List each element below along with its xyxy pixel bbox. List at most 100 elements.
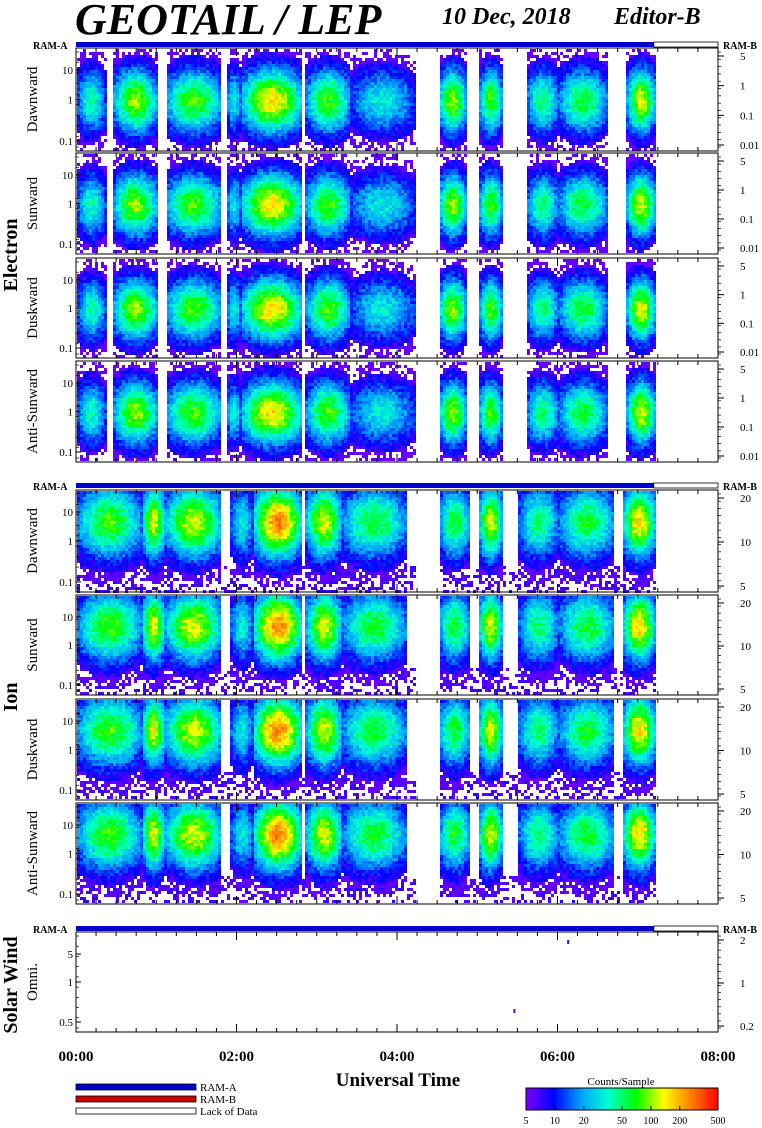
spectrogram-cell — [389, 100, 392, 103]
spectrogram-cell — [590, 130, 593, 133]
spectrogram-cell — [647, 100, 650, 103]
spectrogram-cell — [116, 67, 119, 70]
spectrogram-cell — [350, 88, 353, 91]
spectrogram-cell — [263, 100, 266, 103]
spectrogram-cell — [647, 130, 650, 133]
spectrogram-cell — [446, 55, 449, 58]
spectrogram-cell — [347, 115, 350, 118]
spectrogram-cell — [182, 112, 185, 115]
spectrogram-cell — [551, 88, 554, 91]
spectrogram-cell — [287, 124, 290, 127]
spectrogram-cell — [119, 64, 122, 67]
spectrogram-cell — [602, 130, 605, 133]
spectrogram-cell — [197, 106, 200, 109]
spectrogram-cell — [254, 115, 257, 118]
spectrogram-cell — [359, 88, 362, 91]
spectrogram-cell — [581, 136, 584, 139]
spectrogram-cell — [236, 52, 239, 55]
spectrogram-cell — [341, 73, 344, 76]
spectrogram-cell — [629, 124, 632, 127]
spectrogram-cell — [230, 52, 233, 55]
spectrogram-cell — [443, 79, 446, 82]
spectrogram-cell — [488, 121, 491, 124]
spectrogram-cell — [413, 109, 416, 112]
spectrogram-cell — [362, 61, 365, 64]
spectrogram-cell — [200, 73, 203, 76]
spectrogram-cell — [80, 82, 83, 85]
spectrogram-cell — [185, 139, 188, 142]
spectrogram-cell — [602, 97, 605, 100]
spectrogram-cell — [122, 94, 125, 97]
spectrogram-cell — [134, 103, 137, 106]
spectrogram-cell — [359, 145, 362, 148]
spectrogram-cell — [398, 79, 401, 82]
spectrogram-cell — [644, 124, 647, 127]
spectrogram-cell — [140, 145, 143, 148]
spectrogram-cell — [407, 133, 410, 136]
spectrogram-cell — [365, 88, 368, 91]
spectrogram-cell — [377, 130, 380, 133]
spectrogram-cell — [455, 145, 458, 148]
spectrogram-cell — [323, 88, 326, 91]
spectrogram-cell — [443, 88, 446, 91]
spectrogram-cell — [482, 67, 485, 70]
spectrogram-cell — [80, 97, 83, 100]
spectrogram-cell — [449, 127, 452, 130]
spectrogram-cell — [602, 133, 605, 136]
spectrogram-cell — [374, 97, 377, 100]
spectrogram-cell — [323, 91, 326, 94]
spectrogram-cell — [299, 82, 302, 85]
spectrogram-cell — [338, 130, 341, 133]
spectrogram-cell — [233, 133, 236, 136]
spectrogram-cell — [455, 106, 458, 109]
spectrogram-cell — [497, 88, 500, 91]
spectrogram-cell — [551, 76, 554, 79]
spectrogram-cell — [245, 109, 248, 112]
spectrogram-cell — [119, 67, 122, 70]
spectrogram-cell — [653, 109, 656, 112]
spectrogram-cell — [119, 109, 122, 112]
spectrogram-cell — [170, 121, 173, 124]
spectrogram-cell — [194, 121, 197, 124]
spectrogram-cell — [194, 58, 197, 61]
spectrogram-cell — [332, 94, 335, 97]
spectrogram-cell — [329, 82, 332, 85]
spectrogram-cell — [353, 103, 356, 106]
spectrogram-cell — [86, 115, 89, 118]
spectrogram-cell — [401, 85, 404, 88]
spectrogram-cell — [404, 94, 407, 97]
spectrogram-cell — [149, 94, 152, 97]
spectrogram-cell — [272, 52, 275, 55]
spectrogram-cell — [569, 130, 572, 133]
spectrogram-cell — [449, 76, 452, 79]
spectrogram-cell — [122, 91, 125, 94]
spectrogram-cell — [95, 76, 98, 79]
spectrogram-cell — [479, 88, 482, 91]
spectrogram-cell — [566, 82, 569, 85]
spectrogram-cell — [89, 112, 92, 115]
spectrogram-cell — [410, 85, 413, 88]
spectrogram-cell — [443, 58, 446, 61]
spectrogram-cell — [404, 103, 407, 106]
spectrogram-cell — [368, 127, 371, 130]
spectrogram-cell — [533, 67, 536, 70]
spectrogram-cell — [413, 79, 416, 82]
spectrogram-cell — [653, 106, 656, 109]
spectrogram-cell — [593, 52, 596, 55]
spectrogram-cell — [605, 97, 608, 100]
spectrogram-cell — [101, 91, 104, 94]
spectrogram-cell — [326, 136, 329, 139]
spectrogram-cell — [596, 103, 599, 106]
spectrogram-cell — [545, 91, 548, 94]
spectrogram-cell — [266, 49, 269, 52]
spectrogram-cell — [398, 91, 401, 94]
spectrogram-cell — [629, 118, 632, 121]
spectrogram-cell — [119, 76, 122, 79]
spectrogram-cell — [641, 142, 644, 145]
spectrogram-cell — [320, 85, 323, 88]
spectrogram-cell — [122, 97, 125, 100]
spectrogram-cell — [644, 64, 647, 67]
spectrogram-cell — [332, 88, 335, 91]
spectrogram-cell — [215, 112, 218, 115]
spectrogram-cell — [440, 73, 443, 76]
